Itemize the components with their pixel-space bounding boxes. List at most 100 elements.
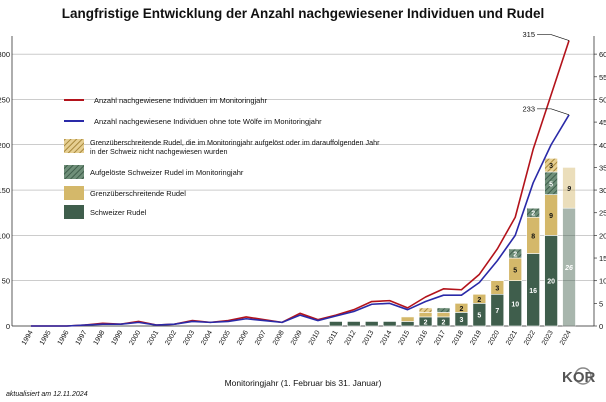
legend-label: Grenzüberschreitende Rudel (90, 189, 186, 198)
x-tick-label: 2014 (380, 329, 394, 346)
legend-label: Anzahl nachgewiesene Individuen ohne tot… (94, 117, 322, 126)
logo-text: KOR (562, 369, 596, 386)
bar-data-label: 2 (442, 319, 446, 326)
chart-title: Langfristige Entwicklung der Anzahl nach… (62, 6, 545, 21)
legend-swatch (64, 139, 84, 153)
x-tick-label: 2020 (487, 329, 501, 346)
bar-segment (526, 207, 540, 218)
bar-segment (436, 312, 451, 318)
y-right-tick-label: 50 (599, 95, 606, 104)
x-tick-label: 1998 (93, 329, 107, 346)
bar-segment (490, 280, 505, 295)
x-tick-label: 2015 (397, 329, 411, 346)
end-label-leader (550, 34, 570, 41)
y-left-tick-label: 200 (0, 141, 10, 150)
legend-label: Aufgelöste Schweizer Rudel im Monitoring… (90, 168, 244, 177)
bar-data-label: 20 (547, 279, 555, 286)
y-right-tick-label: 45 (599, 118, 606, 127)
x-tick-label: 2017 (433, 329, 447, 346)
y-left-tick-label: 250 (0, 95, 10, 104)
bar-data-label: 16 (529, 288, 537, 295)
x-tick-label: 1996 (57, 329, 71, 346)
bar-segment (347, 321, 361, 327)
x-tick-label: 2003 (182, 329, 196, 346)
bar-data-label: 3 (459, 317, 463, 324)
y-right-tick-label: 35 (599, 163, 606, 172)
bar-segment (508, 248, 522, 259)
bar-data-label: 2 (459, 306, 463, 313)
bar-data-label: 26 (564, 265, 573, 272)
bar-segment (472, 293, 487, 304)
x-tick-label: 2002 (164, 329, 178, 346)
x-tick-label: 2004 (200, 329, 214, 346)
bar-data-label: 2 (513, 252, 517, 259)
y-left-tick-label: 0 (6, 322, 10, 331)
bar-segment (329, 321, 343, 327)
legend-label: Anzahl nachgewiesene Individuen im Monit… (94, 96, 268, 105)
bar-segment (562, 167, 576, 209)
logo: KOR (562, 367, 596, 386)
legend-swatch (64, 186, 84, 200)
line-end-label: 233 (523, 104, 536, 113)
bar-data-label: 3 (549, 163, 553, 170)
x-tick-label: 2007 (254, 329, 268, 346)
line-all-individuals (30, 40, 570, 327)
bar-segment (364, 321, 379, 327)
legend: Anzahl nachgewiesene Individuen im Monit… (64, 96, 380, 219)
bar-data-label: 2 (477, 297, 481, 304)
bar-segment (400, 316, 415, 322)
y-right-tick-label: 0 (599, 322, 603, 331)
x-tick-label: 2001 (146, 329, 160, 346)
y-right-tick-label: 40 (599, 141, 606, 150)
updated-note: aktualisiert am 12.11.2024 (6, 391, 88, 398)
bar-segment (382, 321, 397, 327)
bar-segment (418, 312, 433, 318)
x-tick-label: 2000 (128, 329, 142, 346)
x-tick-label: 2024 (559, 329, 573, 346)
legend-swatch (64, 205, 84, 219)
bar-segment (562, 207, 576, 327)
y-left-tick-label: 50 (2, 277, 10, 286)
x-tick-label: 2008 (272, 329, 286, 346)
y-right-tick-label: 15 (599, 254, 606, 263)
y-right-tick-label: 10 (599, 277, 606, 286)
legend-label: Schweizer Rudel (90, 208, 147, 217)
x-tick-label: 2018 (451, 329, 465, 346)
x-tick-label: 2010 (308, 329, 322, 346)
x-tick-label: 1994 (21, 329, 35, 346)
gridlines (12, 53, 594, 327)
x-tick-label: 2006 (236, 329, 250, 346)
x-tick-label: 2021 (505, 329, 519, 346)
x-tick-label: 2013 (362, 329, 376, 346)
x-tick-label: 2023 (541, 329, 555, 346)
line-end-label: 315 (523, 30, 536, 39)
bar-segment (400, 321, 415, 327)
bar-data-label: 9 (567, 186, 571, 193)
legend-swatch (64, 165, 84, 179)
y-right-tick-label: 30 (599, 186, 606, 195)
x-axis-label: Monitoringjahr (1. Februar bis 31. Janua… (225, 378, 382, 388)
x-tick-labels: 1994 1995 1996 1997 1998 1999 2000 2001 2002 2003… (21, 329, 573, 346)
x-tick-label: 2012 (344, 329, 358, 346)
y-right-tick-label: 60 (599, 50, 606, 59)
bar-data-label: 5 (549, 181, 553, 188)
y-left-tick-label: 100 (0, 231, 10, 240)
x-tick-label: 2009 (290, 329, 304, 346)
bar-segment (436, 307, 451, 313)
bar-data-label: 8 (531, 233, 535, 240)
bar-data-label: 9 (549, 213, 553, 220)
y-right-tick-label: 5 (599, 299, 603, 308)
y-left-tick-label: 150 (0, 186, 10, 195)
bar-series: 2 2 3 2 5 2 7 3 10 5 2 16 8 2 20 9 5 3 26 9 (329, 158, 576, 327)
bar-data-label: 10 (511, 301, 519, 308)
x-tick-label: 2005 (218, 329, 232, 346)
x-tick-label: 2016 (415, 329, 429, 346)
bar-data-label: 5 (477, 313, 481, 320)
end-label-leader (550, 108, 570, 116)
bar-segment (544, 158, 558, 173)
line-without-dead-wolves (30, 114, 570, 327)
y-right-tick-label: 55 (599, 73, 606, 82)
x-tick-label: 2019 (469, 329, 483, 346)
bar-data-label: 7 (495, 308, 499, 315)
